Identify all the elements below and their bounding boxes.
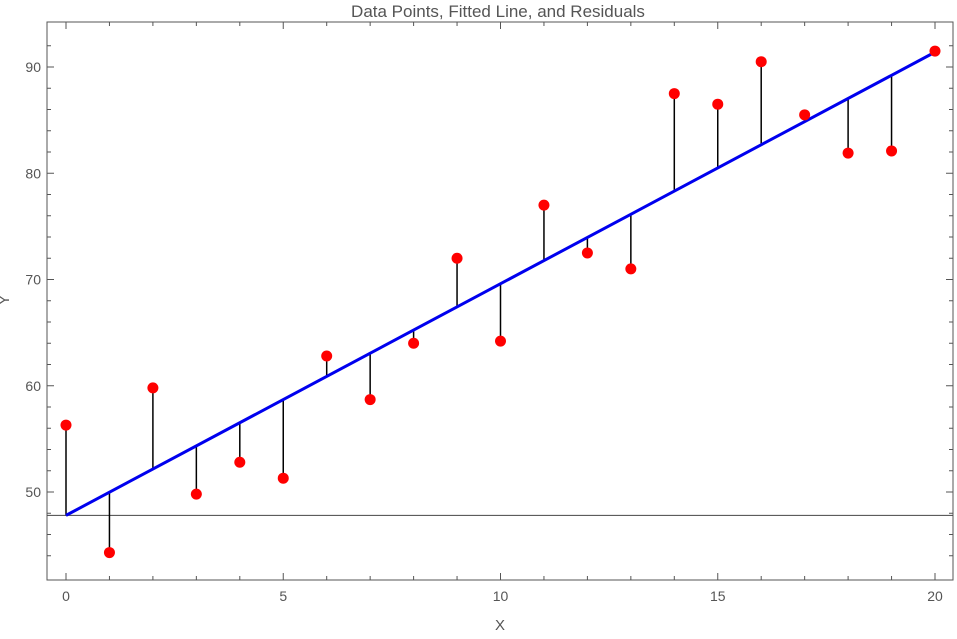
- x-axis-label: X: [495, 617, 505, 634]
- data-point: [755, 56, 767, 68]
- data-point: [799, 109, 811, 121]
- x-tick-label: 0: [62, 588, 70, 604]
- data-point: [495, 335, 506, 347]
- data-point: [147, 382, 159, 394]
- y-tick-label: 90: [25, 59, 41, 75]
- data-point: [886, 145, 898, 157]
- data-point: [538, 199, 550, 211]
- data-point: [234, 456, 246, 468]
- data-point: [408, 337, 420, 349]
- data-point: [712, 98, 724, 110]
- y-tick-label: 50: [25, 484, 41, 500]
- data-point: [625, 263, 637, 275]
- data-point: [451, 252, 463, 264]
- data-point: [103, 547, 115, 559]
- x-tick-label: 20: [927, 588, 943, 604]
- data-point: [277, 472, 289, 484]
- fit-line-layer: [65, 50, 936, 517]
- points-layer: [60, 45, 941, 559]
- axes-layer: 0 5 10 15 20 50 60 70 80 90: [25, 22, 953, 604]
- x-tick-label: 10: [493, 588, 509, 604]
- y-tick-label: 70: [25, 272, 41, 288]
- data-point: [668, 88, 680, 100]
- data-point: [842, 147, 854, 159]
- y-axis-label: Y: [0, 295, 13, 305]
- data-point: [581, 247, 593, 259]
- data-point: [929, 45, 941, 57]
- chart-title: Data Points, Fitted Line, and Residuals: [351, 2, 645, 21]
- y-tick-label: 60: [25, 378, 41, 394]
- x-tick-label: 15: [710, 588, 726, 604]
- x-tick-label: 5: [279, 588, 287, 604]
- data-point: [60, 419, 72, 431]
- fitted-line: [65, 50, 936, 517]
- data-point: [190, 488, 202, 500]
- residuals-layer: [65, 51, 936, 553]
- data-point: [321, 350, 333, 362]
- y-tick-label: 80: [25, 165, 41, 181]
- data-point: [364, 394, 376, 406]
